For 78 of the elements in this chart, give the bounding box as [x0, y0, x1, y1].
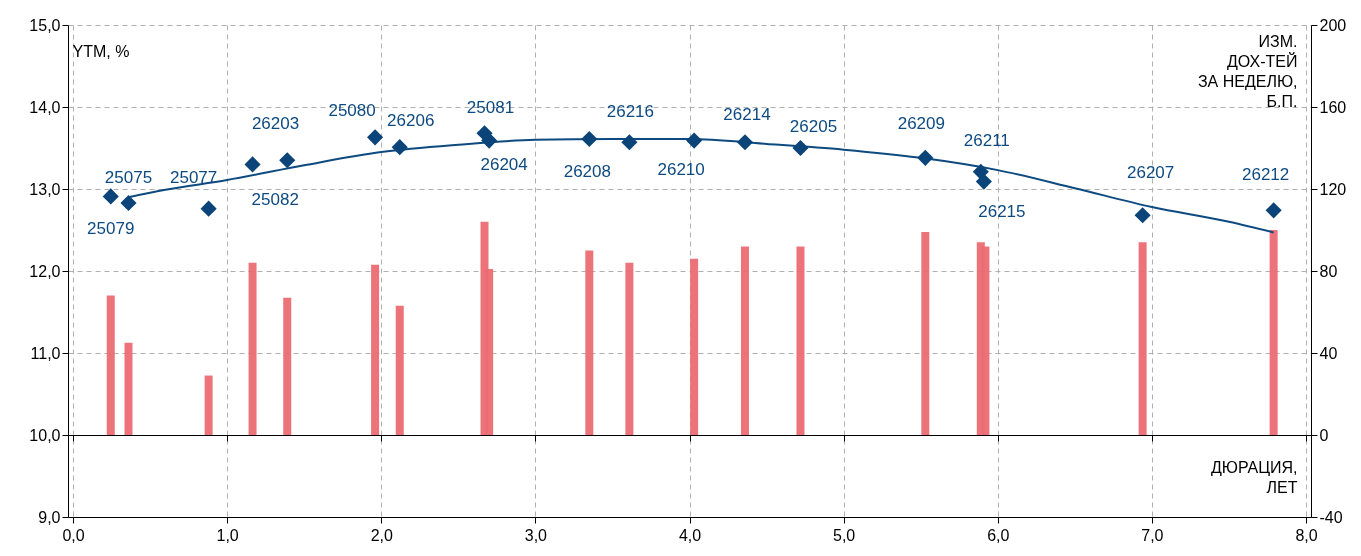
point — [367, 129, 384, 146]
annotation: 26205 — [789, 117, 838, 136]
x-tick-label: 0,0 — [62, 526, 85, 544]
y-tick-label: 10,0 — [29, 426, 61, 444]
bar — [690, 258, 699, 435]
y-tick-label: 11,0 — [30, 344, 61, 362]
bar — [204, 375, 213, 435]
point — [621, 134, 638, 151]
y2-tick-label: 40 — [1319, 344, 1338, 362]
annotation: 26203 — [251, 114, 300, 134]
bar — [248, 262, 257, 435]
bar — [106, 295, 115, 435]
y2-axis-title: ИЗМ. ДОХ-ТЕЙ ЗА НЕДЕЛЮ, Б.П. — [1197, 32, 1298, 110]
x-tick-label: 6,0 — [987, 526, 1010, 544]
x-tick-label: 7,0 — [1141, 526, 1164, 544]
annotation: 26208 — [563, 161, 611, 181]
y2-tick-label: 200 — [1319, 16, 1347, 34]
x-tick-label: 2,0 — [370, 526, 393, 544]
point — [686, 132, 703, 149]
point — [120, 194, 137, 211]
bar — [1269, 230, 1278, 435]
bar — [283, 297, 292, 435]
y2-tick-label: 160 — [1319, 98, 1347, 116]
annotation: 25081 — [466, 98, 515, 118]
x-tick-label: 1,0 — [216, 526, 239, 544]
annotation: 26214 — [723, 105, 771, 125]
annotation: 26212 — [1241, 165, 1290, 185]
annotation: 25075 — [104, 167, 153, 187]
annotation: 26210 — [657, 159, 705, 179]
bar — [585, 250, 594, 435]
annotation: 25077 — [169, 167, 218, 187]
annotation: 26204 — [480, 154, 528, 174]
annotation: 26206 — [387, 111, 435, 131]
annotation: 26216 — [606, 102, 655, 122]
y-tick-label: 15,0 — [29, 16, 61, 34]
point — [481, 132, 498, 149]
y-tick-label: 12,0 — [29, 262, 61, 280]
bar — [395, 305, 404, 435]
y2-tick-label: 120 — [1319, 180, 1347, 198]
bar — [124, 342, 133, 435]
annotation: 26215 — [978, 201, 1026, 221]
x-axis-title: ДЮРАЦИЯ, ЛЕТ — [1210, 458, 1298, 496]
y2-tick-label: 0 — [1319, 426, 1329, 444]
point — [391, 139, 408, 156]
point — [102, 188, 119, 205]
bar — [740, 246, 749, 435]
point — [975, 173, 992, 190]
point — [1134, 207, 1151, 224]
bar — [371, 264, 380, 435]
point — [244, 156, 261, 173]
x-tick-label: 3,0 — [524, 526, 548, 544]
x-tick-label: 5,0 — [833, 526, 856, 544]
bar — [1138, 242, 1147, 435]
bar — [796, 246, 805, 435]
y-tick-label: 13,0 — [29, 180, 61, 198]
y-tick-label: 14,0 — [29, 98, 61, 116]
bar — [625, 262, 634, 435]
point — [581, 130, 598, 148]
annotation: 25079 — [87, 219, 135, 239]
y-axis-title: YTM, % — [72, 42, 130, 60]
x-tick-label: 4,0 — [678, 526, 702, 544]
x-tick-label: 8,0 — [1295, 526, 1318, 544]
y2-tick-label: 80 — [1319, 262, 1338, 280]
bar — [981, 246, 990, 435]
annotation: 26207 — [1126, 163, 1175, 183]
point — [736, 134, 754, 151]
bar — [921, 232, 930, 435]
point — [1265, 202, 1282, 219]
annotation: 25082 — [251, 190, 299, 210]
point — [279, 152, 296, 169]
point — [200, 200, 217, 217]
point — [792, 139, 809, 157]
annotation: 26209 — [897, 113, 945, 133]
annotation: 25080 — [328, 101, 376, 121]
point — [917, 149, 934, 166]
y-tick-label: 9,0 — [38, 508, 61, 526]
y2-tick-label: -40 — [1319, 508, 1343, 526]
annotation: 26211 — [963, 130, 1010, 150]
